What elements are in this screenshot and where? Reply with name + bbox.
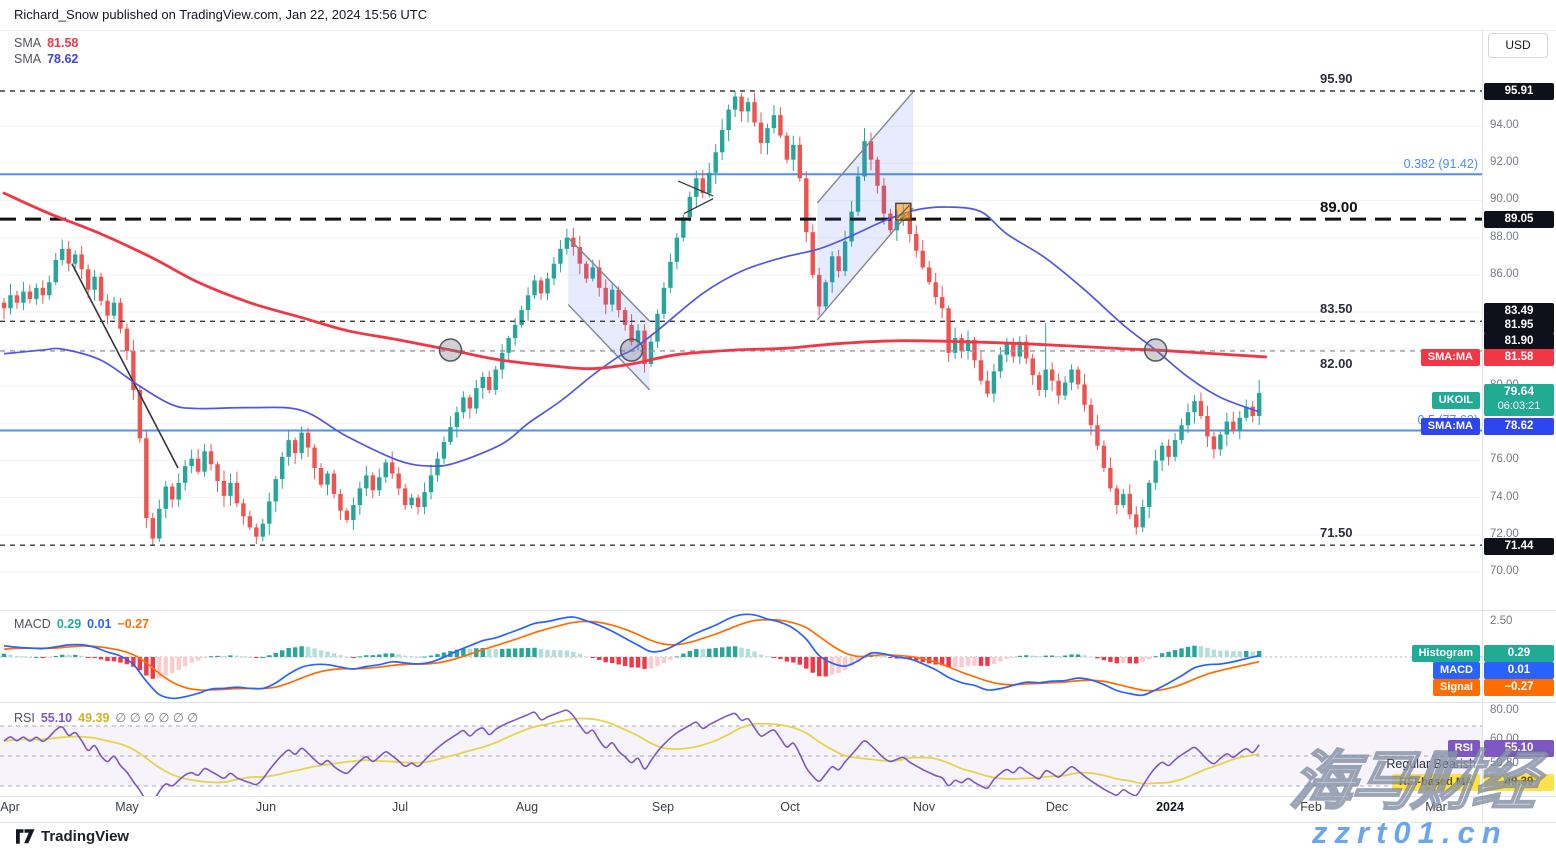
sma-legend[interactable]: SMA 81.58 SMA 78.62 <box>14 36 79 66</box>
tradingview-logo-icon <box>16 829 35 844</box>
price-scale[interactable] <box>1482 30 1556 822</box>
time-axis-month: Jun <box>255 800 277 814</box>
currency-toggle-button[interactable]: USD <box>1488 33 1548 58</box>
time-axis-month: 2024 <box>1156 800 1184 814</box>
time-axis-month: Aug <box>515 800 539 814</box>
publish-title: Richard_Snow published on TradingView.co… <box>0 0 1556 30</box>
time-axis-month: May <box>115 800 139 814</box>
rsi-divergence-label: Regular Bearish <box>1386 757 1476 771</box>
time-axis-month: Sep <box>651 800 675 814</box>
macd-legend[interactable]: MACD 0.29 0.01 −0.27 <box>14 617 150 631</box>
time-axis-month: Feb <box>1300 800 1322 814</box>
rsi-legend[interactable]: RSI 55.10 49.39 ∅ ∅ ∅ ∅ ∅ ∅ <box>14 711 199 725</box>
watermark-url: zzrt01.cn <box>1312 815 1508 850</box>
time-axis-month: Nov <box>912 800 936 814</box>
time-axis-month: Dec <box>1045 800 1069 814</box>
time-axis-month: Oct <box>780 800 800 814</box>
time-axis-month: Mar <box>1425 800 1447 814</box>
publish-title-text: Richard_Snow published on TradingView.co… <box>14 7 428 22</box>
tradingview-logo[interactable]: TradingView <box>16 828 129 845</box>
time-axis-month: Apr <box>0 800 20 814</box>
watermark-cn: 海马财经 <box>1285 744 1541 818</box>
time-axis-month: Jul <box>392 800 408 814</box>
tradingview-logo-text: TradingView <box>41 828 130 845</box>
